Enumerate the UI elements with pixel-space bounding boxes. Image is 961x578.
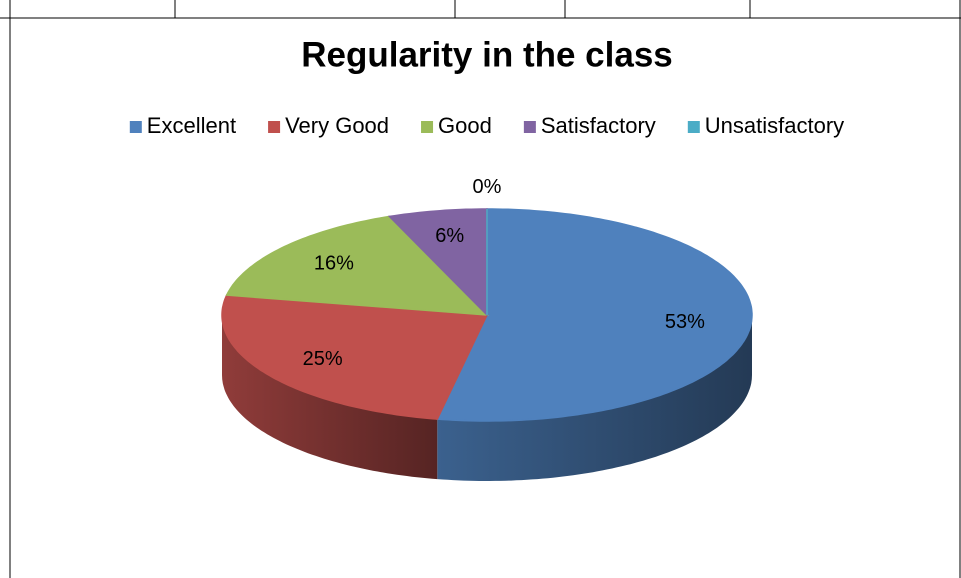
- legend-swatch: [129, 121, 142, 133]
- data-label: 6%: [435, 225, 464, 247]
- legend-item: Satisfactory: [523, 113, 656, 138]
- data-label: 53%: [665, 311, 705, 333]
- slice-side: [222, 315, 438, 480]
- legend-swatch: [268, 121, 281, 133]
- legend-item: Good: [421, 113, 492, 138]
- slice-side: [437, 315, 752, 481]
- slice: [387, 208, 488, 317]
- legend-label: Excellent: [147, 113, 236, 138]
- legend-label: Good: [438, 113, 492, 138]
- legend-item: Unsatisfactory: [687, 113, 844, 138]
- data-label: 0%: [473, 176, 502, 198]
- slice: [225, 215, 489, 316]
- legend-swatch: [687, 121, 700, 133]
- legend-label: Satisfactory: [541, 113, 656, 138]
- legend-item: Very Good: [268, 113, 389, 138]
- data-label: 16%: [314, 253, 354, 275]
- slice: [436, 208, 753, 422]
- chart-title: Regularity in the class: [301, 35, 673, 74]
- legend-label: Unsatisfactory: [705, 113, 844, 138]
- legend-swatch: [523, 121, 536, 133]
- slice: [221, 294, 489, 420]
- legend-item: Excellent: [129, 113, 236, 138]
- legend-swatch: [421, 121, 434, 133]
- legend-label: Very Good: [285, 113, 389, 138]
- data-label: 25%: [303, 348, 343, 370]
